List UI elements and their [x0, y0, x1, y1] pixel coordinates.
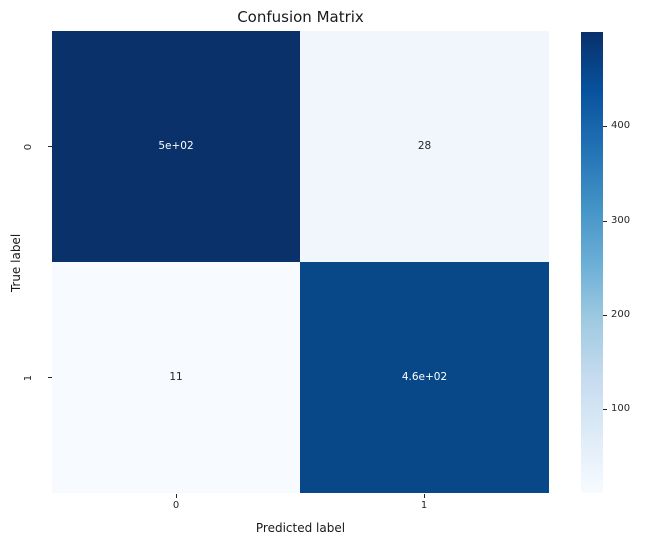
cell-value: 11 — [169, 371, 183, 384]
cell-value: 28 — [417, 140, 432, 153]
colorbar-tick-label-400: 400 — [611, 120, 631, 131]
x-tick-label-0: 0 — [172, 500, 180, 511]
colorbar-tick-label-100: 100 — [611, 403, 631, 414]
colorbar-tick-mark-100 — [603, 409, 607, 410]
heatmap-cell-true1-pred1: 4.6e+02 — [300, 262, 549, 493]
y-tick-label-1: 1 — [23, 374, 35, 382]
heatmap-cell-true0-pred1: 28 — [300, 31, 549, 262]
y-axis-label: True label — [9, 233, 23, 293]
colorbar-tick-label-300: 300 — [611, 215, 631, 226]
y-tick-label-0: 0 — [23, 143, 35, 151]
colorbar-tick-label-200: 200 — [611, 309, 631, 320]
colorbar — [581, 32, 603, 493]
x-tick-label-1: 1 — [420, 500, 428, 511]
y-tick-mark-1 — [48, 377, 52, 378]
heatmap-plot: 5e+02 28 11 4.6e+02 — [52, 31, 549, 493]
x-axis-label: Predicted label — [255, 521, 346, 535]
x-tick-mark-1 — [424, 494, 425, 498]
colorbar-tick-mark-300 — [603, 221, 607, 222]
cell-value: 5e+02 — [158, 140, 194, 153]
heatmap-cell-true0-pred0: 5e+02 — [52, 31, 300, 262]
cell-value: 4.6e+02 — [401, 371, 448, 384]
colorbar-tick-mark-400 — [603, 126, 607, 127]
chart-title: Confusion Matrix — [237, 8, 364, 26]
y-tick-mark-0 — [48, 146, 52, 147]
heatmap-cell-true1-pred0: 11 — [52, 262, 300, 493]
colorbar-tick-mark-200 — [603, 315, 607, 316]
x-tick-mark-0 — [176, 494, 177, 498]
